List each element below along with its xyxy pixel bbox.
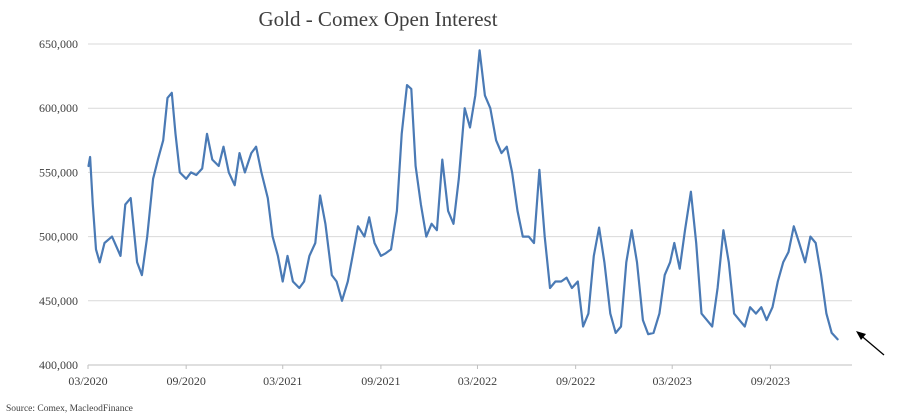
x-tick-label: 09/2020 [166, 374, 205, 388]
source-note: Source: Comex, MacleodFinance [6, 404, 133, 414]
x-tick-label: 09/2021 [361, 374, 400, 388]
y-tick-label: 450,000 [39, 294, 78, 308]
y-tick-label: 400,000 [39, 358, 78, 372]
x-tick-label: 03/2022 [458, 374, 497, 388]
x-tick-label: 03/2021 [263, 374, 302, 388]
x-tick-label: 09/2023 [751, 374, 790, 388]
arrow-annotation [856, 331, 885, 356]
y-tick-label: 600,000 [39, 101, 78, 115]
grid [88, 43, 852, 366]
x-tick-label: 03/2023 [653, 374, 692, 388]
y-tick-label: 550,000 [39, 165, 78, 179]
x-axis: 03/2020 09/2020 03/2021 09/2021 03/2022 09/20… [68, 365, 790, 388]
y-tick-label: 650,000 [39, 37, 78, 51]
x-tick-label: 03/2020 [68, 374, 107, 388]
y-tick-label: 500,000 [39, 230, 78, 244]
y-axis: 400,000 450,000 500,000 550,000 600,000 650,0… [39, 37, 78, 372]
series-line [87, 49, 839, 341]
chart-title: Gold - Comex Open Interest [258, 7, 497, 31]
x-tick-label: 09/2022 [556, 374, 595, 388]
